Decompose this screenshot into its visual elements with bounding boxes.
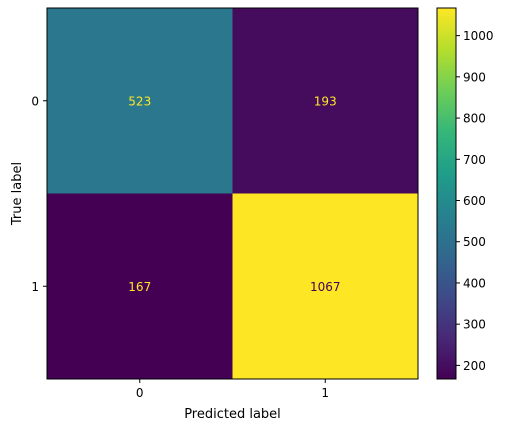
cell-value-0-1: 193 (314, 94, 337, 108)
axes-frame (46, 7, 419, 380)
heatmap-cell-1-0 (47, 193, 233, 380)
colorbar-tick-label-600: 600 (463, 194, 486, 208)
colorbar-tick-label-300: 300 (463, 318, 486, 332)
heatmap-cell-1-1 (232, 193, 419, 380)
colorbar-tick-label-400: 400 (463, 276, 486, 290)
y-tick-label-1: 1 (31, 280, 39, 294)
cell-value-0-0: 523 (128, 94, 151, 108)
y-tick-label-0: 0 (31, 94, 39, 108)
colorbar (436, 7, 457, 380)
colorbar-tick-label-500: 500 (463, 235, 486, 249)
heatmap-cell-0-1 (232, 8, 419, 194)
colorbar-tick-label-800: 800 (463, 112, 486, 126)
colorbar-tick-label-1000: 1000 (463, 29, 494, 43)
cell-value-labels: 523 193 167 1067 (128, 94, 340, 294)
colorbar-tick-label-200: 200 (463, 359, 486, 373)
y-axis-label: True label (10, 162, 25, 226)
x-tick-label-1: 1 (321, 386, 329, 400)
heatmap-cells (47, 8, 419, 380)
x-axis-label: Predicted label (184, 407, 281, 422)
cell-value-1-1: 1067 (310, 280, 341, 294)
heatmap-cell-0-0 (47, 8, 233, 194)
colorbar-ticks: 200 300 400 500 600 700 800 900 1000 (456, 29, 494, 373)
x-tick-label-0: 0 (136, 386, 144, 400)
cell-value-1-0: 167 (128, 280, 151, 294)
colorbar-tick-label-700: 700 (463, 153, 486, 167)
colorbar-tick-label-900: 900 (463, 70, 486, 84)
y-axis-ticks: 01 (31, 94, 47, 294)
